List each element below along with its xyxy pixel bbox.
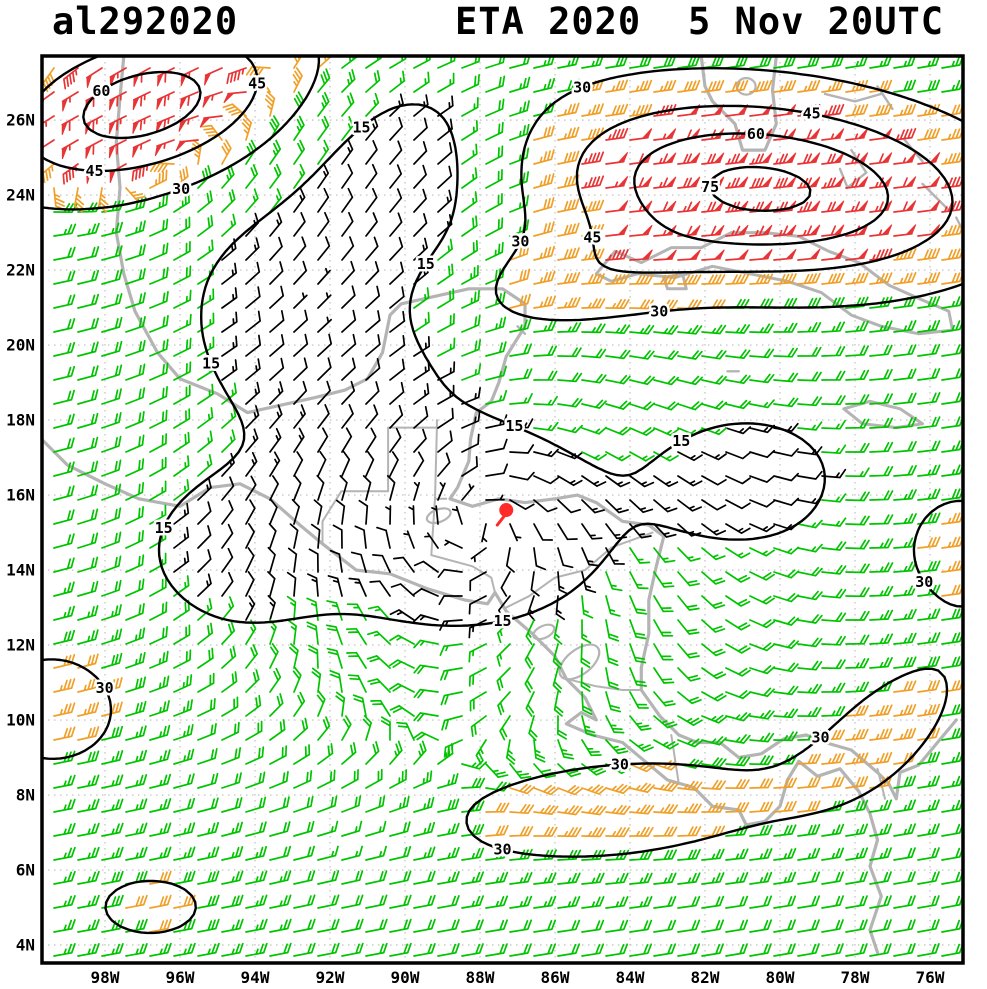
axis-label-lat: 22N <box>6 261 35 280</box>
lake-outline <box>425 507 452 525</box>
island-outline <box>594 231 954 336</box>
storm-id-title: al292020 <box>52 0 238 43</box>
isotach-label-15: 15 <box>672 432 690 450</box>
wind-barb-field <box>42 56 963 957</box>
isotach-label-30: 30 <box>915 573 933 591</box>
wind-barbs-e83434 <box>42 67 963 261</box>
country-border <box>505 531 654 609</box>
isotach-label-30: 30 <box>172 180 190 198</box>
isotach-label-45: 45 <box>583 228 601 246</box>
lake-outline <box>735 77 757 96</box>
isotach-label-30: 30 <box>611 756 629 774</box>
isotach-label-15: 15 <box>493 612 511 630</box>
isotach-contour-15 <box>157 103 826 627</box>
valid-time-title: 5 Nov 20UTC <box>688 0 944 43</box>
axis-label-lat: 4N <box>16 936 35 955</box>
storm-name-title: ETA 2020 <box>455 0 641 43</box>
axis-label-lon: 84W <box>616 968 645 987</box>
lake-outline <box>558 643 601 681</box>
country-border <box>434 426 448 500</box>
isotach-contour-60 <box>82 70 890 246</box>
isotach-labels: 15 15 15 15 15 15 15 30 30 30 30 30 30 30 30 30 45 45 45 45… <box>83 72 936 861</box>
isotach-label-30: 30 <box>493 840 511 858</box>
axis-label-lon: 82W <box>691 968 720 987</box>
isotach-label-45: 45 <box>248 74 266 92</box>
wind-barbs-f0a028 <box>42 56 963 933</box>
axis-label-lat: 18N <box>6 411 35 430</box>
isotach-label-30: 30 <box>573 78 591 96</box>
island-outline <box>662 272 688 291</box>
axis-label-lat: 24N <box>6 186 35 205</box>
axis-label-lat: 14N <box>6 561 35 580</box>
axis-label-lon: 90W <box>391 968 420 987</box>
axis-label-lon: 96W <box>166 968 195 987</box>
axis-label-lon: 98W <box>91 968 120 987</box>
isotach-contour-30 <box>42 56 963 935</box>
wind-barbs-000000 <box>173 93 847 639</box>
axis-label-lon: 80W <box>766 968 795 987</box>
axis-label-lat: 20N <box>6 336 35 355</box>
isotach-label-75: 75 <box>701 178 719 196</box>
small-island <box>921 182 950 212</box>
axis-tick-labels: 98W 96W 94W 92W 90W 88W 86W 84W 82W 80W 78W 76W 4N 6N… <box>6 111 945 987</box>
axis-label-lat: 26N <box>6 111 35 130</box>
isotach-contour-45 <box>42 56 954 274</box>
isotach-label-60: 60 <box>747 125 765 143</box>
isotach-label-60: 60 <box>92 82 110 100</box>
wind-barbs-00c400 <box>53 56 963 957</box>
axis-label-lat: 8N <box>16 786 35 805</box>
small-island <box>823 92 883 103</box>
axis-label-lon: 88W <box>466 968 495 987</box>
axis-label-lon: 94W <box>241 968 270 987</box>
axis-label-lon: 78W <box>841 968 870 987</box>
axis-label-lat: 6N <box>16 861 35 880</box>
isotach-label-15: 15 <box>155 519 173 537</box>
isotach-label-45: 45 <box>85 162 103 180</box>
coastline-path <box>42 437 883 955</box>
isotach-label-30: 30 <box>511 233 529 251</box>
storm-center-marker <box>495 503 514 527</box>
isotach-label-15: 15 <box>352 119 370 137</box>
axis-label-lon: 76W <box>916 968 945 987</box>
isotach-label-45: 45 <box>803 105 821 123</box>
isotach-label-15: 15 <box>417 255 435 273</box>
axis-label-lat: 16N <box>6 486 35 505</box>
lake-outline <box>532 623 556 641</box>
storm-symbol-tail <box>495 514 506 527</box>
coastline-path <box>114 56 958 801</box>
country-border <box>430 497 496 594</box>
axis-label-lat: 12N <box>6 636 35 655</box>
axis-label-lat: 10N <box>6 711 35 730</box>
country-border <box>321 419 438 545</box>
axis-label-lon: 92W <box>316 968 345 987</box>
isotach-label-15: 15 <box>202 354 220 372</box>
isotach-contours <box>42 56 963 935</box>
map-frame <box>40 54 965 965</box>
isotach-label-30: 30 <box>811 729 829 747</box>
storm-center-symbol <box>499 503 514 518</box>
isotach-label-30: 30 <box>650 303 668 321</box>
isotach-contour-75 <box>708 165 812 212</box>
isotach-label-15: 15 <box>505 417 523 435</box>
island-outline <box>842 399 924 430</box>
axis-label-lon: 86W <box>541 968 570 987</box>
isotach-label-30: 30 <box>96 679 114 697</box>
